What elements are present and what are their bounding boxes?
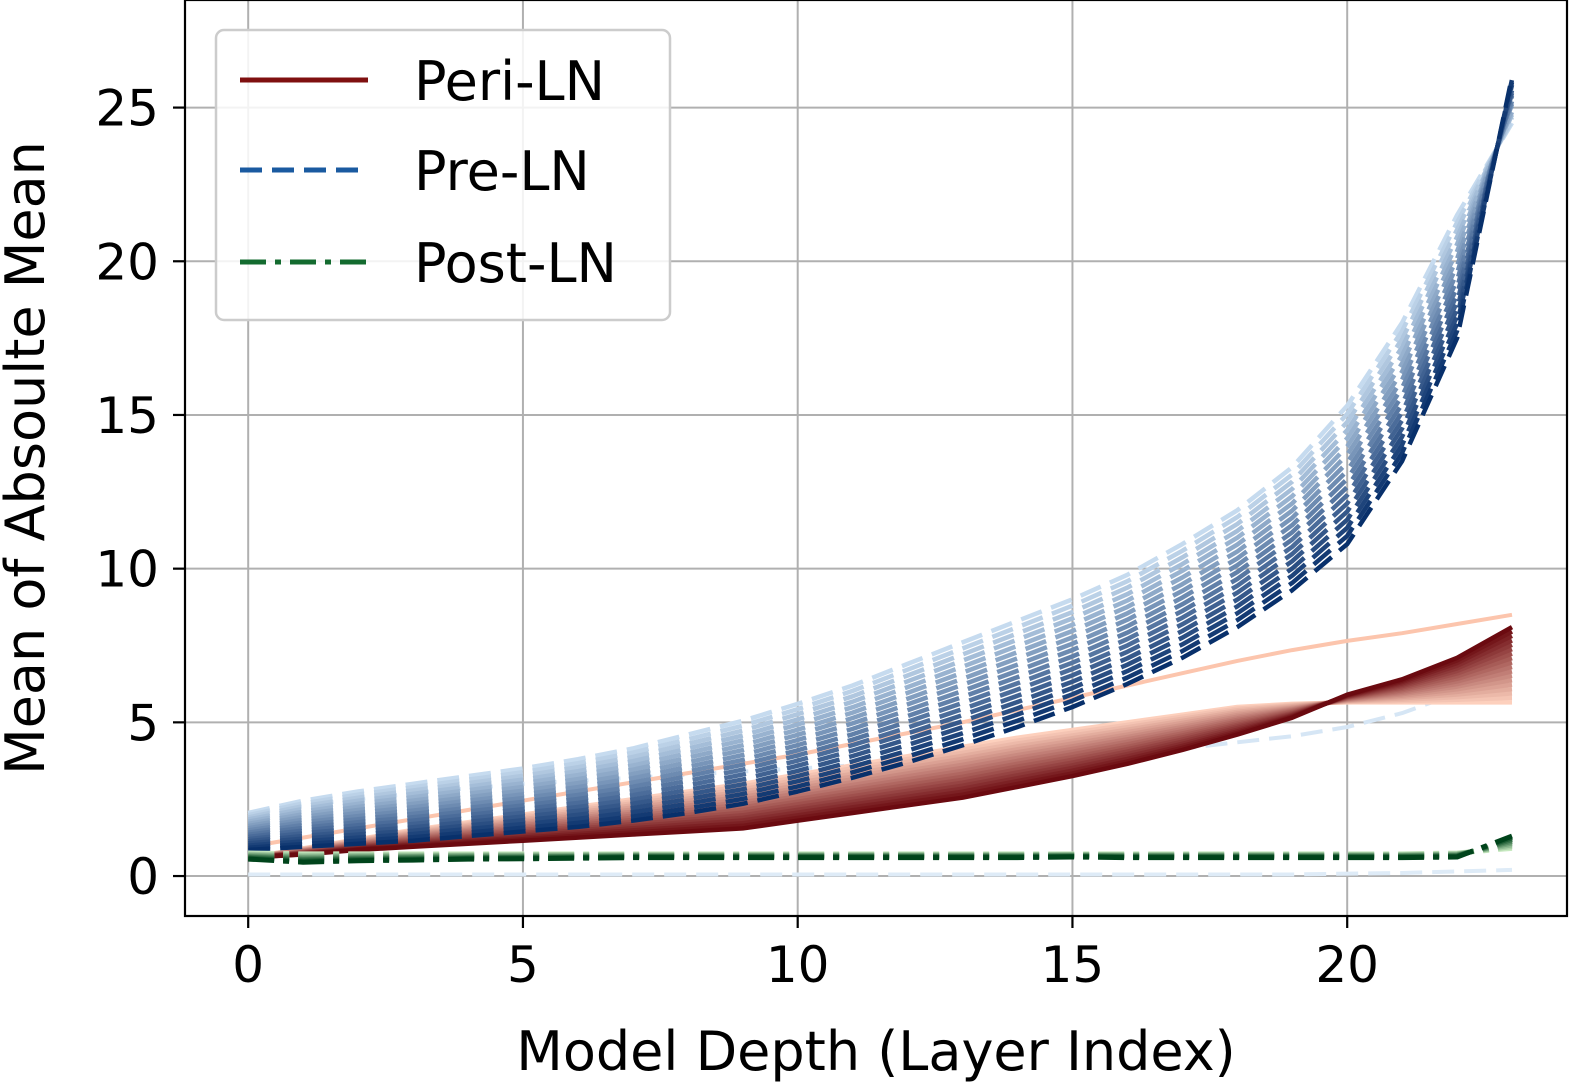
legend-label-post-ln: Post-LN <box>414 232 617 295</box>
y-tick-label: 5 <box>127 694 159 752</box>
x-tick-label: 10 <box>766 936 830 994</box>
series-line-pre-ln-1 <box>247 119 1514 818</box>
series-line-pre-ln-10 <box>247 95 1515 837</box>
legend-label-peri-ln: Peri-LN <box>414 50 605 113</box>
series-line-post-ln-7 <box>248 833 1513 865</box>
x-tick-label: 5 <box>507 936 539 994</box>
x-axis-label: Model Depth (Layer Index) <box>516 1020 1235 1083</box>
series-line-pre-ln-14 <box>248 84 1515 846</box>
series-line-pre-ln-6 <box>247 105 1515 829</box>
series-line-pre-ln-12 <box>247 89 1515 842</box>
series-line-pre-ln-9 <box>247 97 1515 835</box>
series-line-pre-ln-4 <box>247 111 1515 824</box>
series-group <box>247 76 1515 877</box>
grid <box>185 0 1567 916</box>
series-line-peri-ln-17 <box>248 625 1514 860</box>
series-line-pre-ln-16 <box>248 79 1515 850</box>
y-tick-label: 25 <box>95 80 159 138</box>
x-tick-label: 15 <box>1041 936 1105 994</box>
y-tick-label: 0 <box>127 848 159 906</box>
x-tick-label: 0 <box>232 936 264 994</box>
y-axis-label: Mean of Absoulte Mean <box>0 141 57 775</box>
series-line-pre-ln-8 <box>247 100 1515 833</box>
legend: Peri-LN Pre-LN Post-LN <box>214 28 672 322</box>
x-tick-label: 20 <box>1315 936 1379 994</box>
series-line-pre-ln-7 <box>247 103 1515 831</box>
series-line-pre-ln-5 <box>247 108 1515 827</box>
series-line-pre-ln-11 <box>247 92 1515 840</box>
series-line-pre-ln-3 <box>247 113 1515 822</box>
series-line-extra-1 <box>248 867 1513 877</box>
plot-frame <box>183 0 1569 918</box>
y-tick-label: 10 <box>95 541 159 599</box>
series-line-pre-ln-0 <box>247 121 1514 816</box>
series-line-pre-ln-2 <box>247 116 1515 820</box>
y-tick-label: 15 <box>95 387 159 445</box>
legend-box <box>214 28 672 322</box>
series-line-pre-ln-17 <box>248 76 1515 853</box>
y-tick-label: 20 <box>95 233 159 291</box>
series-line-pre-ln-15 <box>248 81 1515 848</box>
series-line-pre-ln-13 <box>247 87 1515 844</box>
ticks: 0 5 10 15 20 0 5 10 15 20 25 <box>95 80 1379 994</box>
legend-label-pre-ln: Pre-LN <box>414 140 590 203</box>
